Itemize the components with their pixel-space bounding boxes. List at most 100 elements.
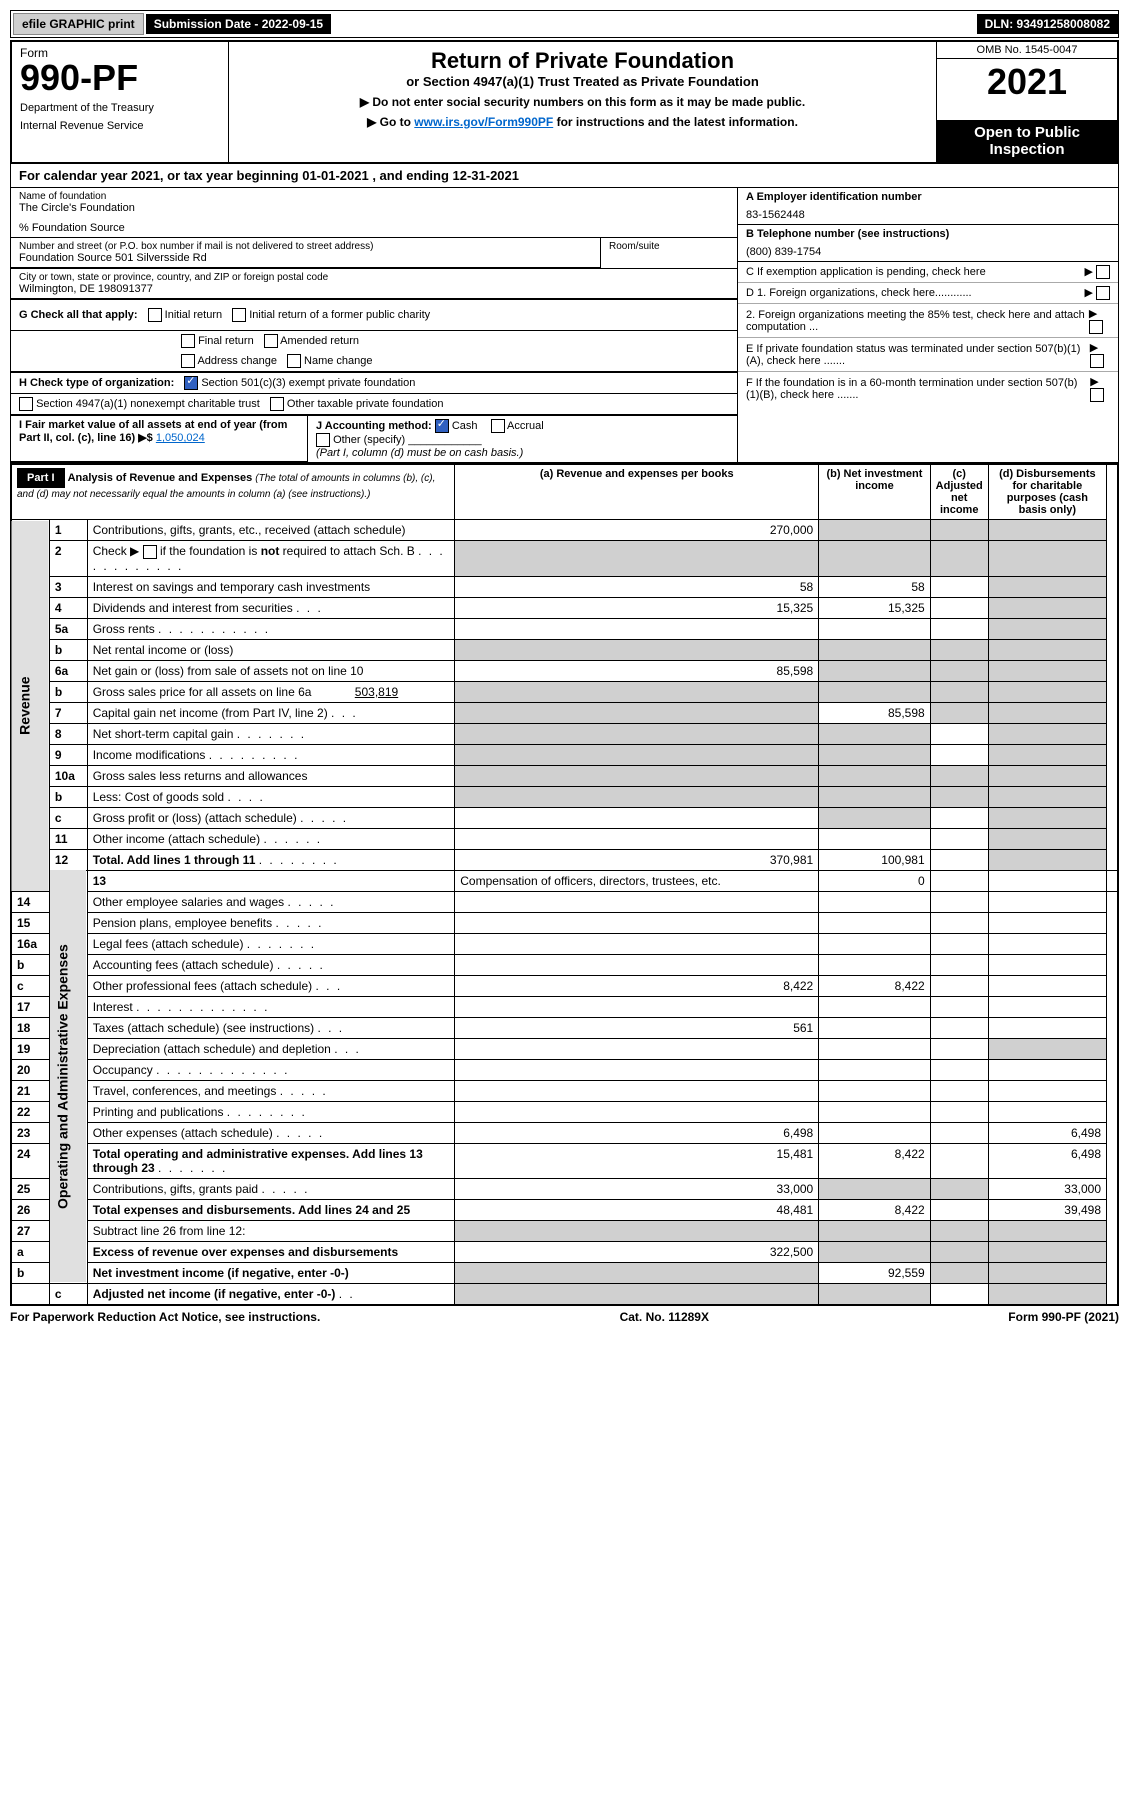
phone-label: B Telephone number (see instructions) <box>746 228 949 240</box>
form-number: 990-PF <box>20 60 220 96</box>
line-10b: Less: Cost of goods sold . . . . <box>87 786 455 807</box>
side-expenses: Operating and Administrative Expenses <box>49 870 87 1283</box>
irs-label: Internal Revenue Service <box>20 120 220 132</box>
cb-d2[interactable] <box>1089 320 1103 334</box>
line-20: Occupancy . . . . . . . . . . . . . <box>87 1059 455 1080</box>
l18-a: 561 <box>455 1017 819 1038</box>
line-22: Printing and publications . . . . . . . … <box>87 1101 455 1122</box>
l27b-b: 92,559 <box>819 1262 930 1283</box>
l25-d: 33,000 <box>988 1178 1106 1199</box>
cb-initial[interactable] <box>148 308 162 322</box>
foundation-city: Wilmington, DE 198091377 <box>19 283 729 295</box>
l24-b: 8,422 <box>819 1143 930 1178</box>
l24-d: 6,498 <box>988 1143 1106 1178</box>
foundation-name: The Circle's Foundation <box>19 202 729 214</box>
form-title: Return of Private Foundation <box>239 48 926 74</box>
line-9: Income modifications . . . . . . . . . <box>87 744 455 765</box>
cb-amended[interactable] <box>264 334 278 348</box>
foundation-address: Foundation Source 501 Silversside Rd <box>19 252 592 264</box>
cb-c[interactable] <box>1096 265 1110 279</box>
line-15: Pension plans, employee benefits . . . .… <box>87 912 455 933</box>
line-27b: Net investment income (if negative, ente… <box>87 1262 455 1283</box>
dept-treasury: Department of the Treasury <box>20 102 220 114</box>
line-23: Other expenses (attach schedule) . . . .… <box>87 1122 455 1143</box>
line-26: Total expenses and disbursements. Add li… <box>87 1199 455 1220</box>
j-note: (Part I, column (d) must be on cash basi… <box>316 447 729 459</box>
dln: DLN: 93491258008082 <box>977 14 1118 34</box>
col-d-header: (d) Disbursements for charitable purpose… <box>988 464 1106 520</box>
l4-a: 15,325 <box>455 597 819 618</box>
i-value[interactable]: 1,050,024 <box>156 432 205 444</box>
form-ref: Form 990-PF (2021) <box>1008 1310 1119 1324</box>
cb-address[interactable] <box>181 354 195 368</box>
cb-final[interactable] <box>181 334 195 348</box>
cb-501c3[interactable] <box>184 376 198 390</box>
line-1: Contributions, gifts, grants, etc., rece… <box>87 520 455 541</box>
irs-link[interactable]: www.irs.gov/Form990PF <box>414 115 553 129</box>
line-11: Other income (attach schedule) . . . . .… <box>87 828 455 849</box>
col-b-header: (b) Net investment income <box>819 464 930 520</box>
cb-schb[interactable] <box>143 545 157 559</box>
l12-b: 100,981 <box>819 849 930 870</box>
l24-a: 15,481 <box>455 1143 819 1178</box>
efile-print-btn[interactable]: efile GRAPHIC print <box>13 13 144 35</box>
line-6a: Net gain or (loss) from sale of assets n… <box>87 660 455 681</box>
l23-d: 6,498 <box>988 1122 1106 1143</box>
line-8: Net short-term capital gain . . . . . . … <box>87 723 455 744</box>
side-revenue: Revenue <box>11 520 49 892</box>
col-a-header: (a) Revenue and expenses per books <box>455 464 819 520</box>
ein-label: A Employer identification number <box>746 191 922 203</box>
line-17: Interest . . . . . . . . . . . . . <box>87 996 455 1017</box>
line-12: Total. Add lines 1 through 11 . . . . . … <box>87 849 455 870</box>
ein-value: 83-1562448 <box>746 209 1110 221</box>
cb-initial-pc[interactable] <box>232 308 246 322</box>
cb-name[interactable] <box>287 354 301 368</box>
cb-f[interactable] <box>1090 388 1104 402</box>
tax-year: 2021 <box>937 59 1117 106</box>
d2-label: 2. Foreign organizations meeting the 85%… <box>746 309 1089 333</box>
name-label: Name of foundation <box>19 191 729 202</box>
e-label: E If private foundation status was termi… <box>746 343 1090 367</box>
cb-e[interactable] <box>1090 354 1104 368</box>
cb-4947[interactable] <box>19 397 33 411</box>
top-bar: efile GRAPHIC print Submission Date - 20… <box>10 10 1119 38</box>
l3-a: 58 <box>455 576 819 597</box>
line-7: Capital gain net income (from Part IV, l… <box>87 702 455 723</box>
line-16c: Other professional fees (attach schedule… <box>87 975 455 996</box>
form-subtitle: or Section 4947(a)(1) Trust Treated as P… <box>239 74 926 89</box>
line-4: Dividends and interest from securities .… <box>87 597 455 618</box>
cb-accrual[interactable] <box>491 419 505 433</box>
line-25: Contributions, gifts, grants paid . . . … <box>87 1178 455 1199</box>
line-3: Interest on savings and temporary cash i… <box>87 576 455 597</box>
line-24: Total operating and administrative expen… <box>87 1143 455 1178</box>
l26-a: 48,481 <box>455 1199 819 1220</box>
line-21: Travel, conferences, and meetings . . . … <box>87 1080 455 1101</box>
l3-b: 58 <box>819 576 930 597</box>
l12-a: 370,981 <box>455 849 819 870</box>
line-5b: Net rental income or (loss) <box>87 639 455 660</box>
i-label: I Fair market value of all assets at end… <box>19 419 287 444</box>
pra-notice: For Paperwork Reduction Act Notice, see … <box>10 1310 320 1324</box>
line-16b: Accounting fees (attach schedule) . . . … <box>87 954 455 975</box>
d1-label: D 1. Foreign organizations, check here..… <box>746 287 972 299</box>
line-14: Other employee salaries and wages . . . … <box>87 891 455 912</box>
l13-a: 0 <box>819 870 930 891</box>
l1-a: 270,000 <box>455 520 819 541</box>
cb-cash[interactable] <box>435 419 449 433</box>
l6a-a: 85,598 <box>455 660 819 681</box>
room-label: Room/suite <box>609 241 729 252</box>
calendar-year-line: For calendar year 2021, or tax year begi… <box>10 164 1119 188</box>
cat-no: Cat. No. 11289X <box>620 1310 709 1324</box>
l23-a: 6,498 <box>455 1122 819 1143</box>
cb-other-tax[interactable] <box>270 397 284 411</box>
line-16a: Legal fees (attach schedule) . . . . . .… <box>87 933 455 954</box>
line-10a: Gross sales less returns and allowances <box>87 765 455 786</box>
entity-info: Name of foundation The Circle's Foundati… <box>10 188 1119 463</box>
l26-d: 39,498 <box>988 1199 1106 1220</box>
line-2: Check ▶ if the foundation is not require… <box>87 541 455 577</box>
l16c-b: 8,422 <box>819 975 930 996</box>
l26-b: 8,422 <box>819 1199 930 1220</box>
j-label: J Accounting method: <box>316 420 432 432</box>
cb-d1[interactable] <box>1096 286 1110 300</box>
cb-other-method[interactable] <box>316 433 330 447</box>
